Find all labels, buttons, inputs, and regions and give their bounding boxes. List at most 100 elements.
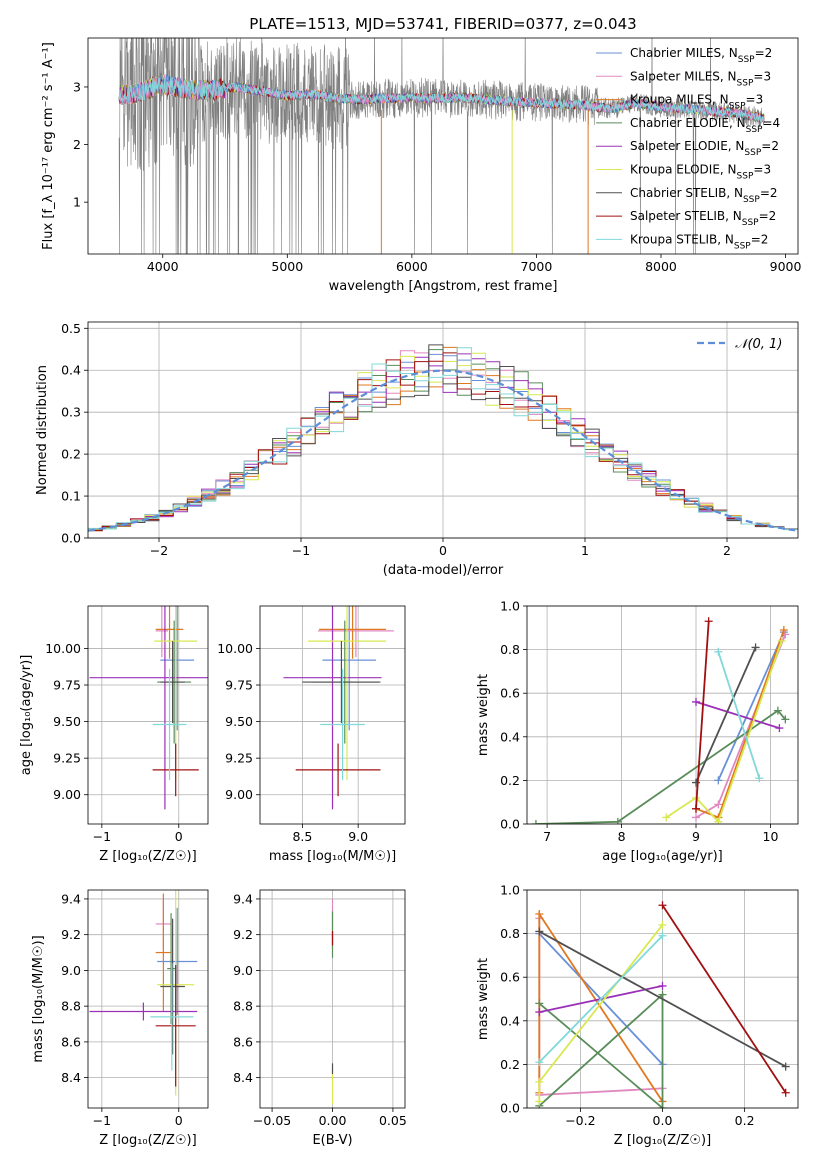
x-tick-label: 8000 bbox=[645, 259, 677, 274]
x-tick-label: 9 bbox=[692, 829, 700, 844]
weight-line-5 bbox=[665, 640, 783, 824]
y-tick-label: 9.75 bbox=[53, 678, 81, 693]
grid bbox=[260, 606, 405, 824]
x-tick-label: 1 bbox=[581, 543, 589, 558]
weight-point bbox=[777, 636, 786, 645]
x-tick-label: −1 bbox=[292, 543, 310, 558]
weight-point bbox=[613, 817, 622, 824]
weight-point bbox=[755, 774, 764, 783]
x-axis-label: E(B-V) bbox=[312, 1133, 352, 1148]
age-vs-metallicity-panel: −1 0 9.00 9.25 9.50 9.75 10.00 Z [log₁₀(Z/Z☉)] a… bbox=[19, 605, 209, 864]
x-tick-label: −1 bbox=[93, 1113, 111, 1128]
y-tick-label: 3 bbox=[73, 79, 81, 94]
y-tick-label: 1.0 bbox=[500, 883, 520, 898]
weight-point bbox=[662, 813, 671, 822]
plot-frame bbox=[87, 37, 799, 255]
x-tick-label: 8.5 bbox=[292, 829, 312, 844]
legend-entry: 𝒩(0, 1) bbox=[735, 337, 782, 352]
grid bbox=[88, 890, 208, 1108]
weight-line-8 bbox=[538, 935, 664, 1063]
y-tick-label: 9.75 bbox=[225, 678, 253, 693]
y-tick-label: 2 bbox=[73, 137, 81, 152]
legend-entry: Chabrier MILES, NSSP=2 bbox=[630, 46, 772, 65]
weight-point bbox=[658, 981, 667, 990]
y-tick-label: 10.00 bbox=[45, 641, 81, 656]
x-tick-label: 10 bbox=[763, 829, 779, 844]
y-tick-label: 9.4 bbox=[233, 891, 253, 906]
plot-area bbox=[89, 890, 198, 1096]
y-axis-label: Normed distribution bbox=[35, 365, 50, 495]
plot-frame bbox=[87, 605, 209, 825]
legend-entry: Chabrier STELIB, NSSP=2 bbox=[630, 186, 778, 205]
y-tick-label: 9.50 bbox=[53, 714, 81, 729]
x-tick-label: 0 bbox=[439, 543, 447, 558]
legend: Chabrier MILES, NSSP=2 Salpeter MILES, NS… bbox=[596, 46, 780, 251]
x-tick-label: −1 bbox=[93, 829, 111, 844]
y-tick-label: 0.0 bbox=[61, 531, 81, 546]
plot-area bbox=[118, 38, 765, 254]
y-tick-label: 0.3 bbox=[61, 405, 81, 420]
weight-point bbox=[535, 909, 544, 918]
weight-point bbox=[714, 776, 723, 785]
legend-entry: Kroupa STELIB, NSSP=2 bbox=[630, 232, 768, 251]
weight-point bbox=[704, 617, 713, 626]
y-tick-label: 0.1 bbox=[61, 489, 81, 504]
x-tick-label: 0.00 bbox=[319, 1113, 347, 1128]
weight-line-7 bbox=[661, 904, 787, 1094]
y-tick-label: 0.0 bbox=[500, 1101, 520, 1116]
y-axis-label: Flux [f_λ 10⁻¹⁷ erg cm⁻² s⁻¹ A⁻¹] bbox=[41, 42, 56, 250]
plot-frame bbox=[526, 605, 799, 825]
x-axis-label: age [log₁₀(age/yr)] bbox=[602, 849, 723, 864]
y-tick-label: 9.00 bbox=[225, 787, 253, 802]
weight-point bbox=[535, 1008, 544, 1017]
y-tick-label: 0.4 bbox=[500, 1013, 520, 1028]
weight-point bbox=[658, 901, 667, 910]
y-tick-label: 0.4 bbox=[61, 363, 81, 378]
y-tick-label: 9.0 bbox=[233, 963, 253, 978]
y-tick-label: 1 bbox=[73, 195, 81, 210]
figure-title: PLATE=1513, MJD=53741, FIBERID=0377, z=0… bbox=[249, 15, 636, 33]
weight-point bbox=[658, 1104, 667, 1108]
x-tick-label: 4000 bbox=[147, 259, 179, 274]
grid bbox=[88, 606, 208, 824]
weight-line-6 bbox=[538, 930, 787, 1068]
x-tick-label: 0 bbox=[175, 1113, 183, 1128]
weight-point bbox=[535, 999, 544, 1008]
y-tick-label: 8.6 bbox=[233, 1034, 253, 1049]
weight-point bbox=[781, 1062, 790, 1071]
y-tick-label: 9.25 bbox=[225, 751, 253, 766]
x-tick-label: 0.2 bbox=[735, 1113, 755, 1128]
weight-line-3 bbox=[535, 709, 786, 824]
x-tick-label: 5000 bbox=[271, 259, 303, 274]
y-tick-label: 0.2 bbox=[500, 773, 520, 788]
weight-line-4 bbox=[695, 701, 780, 729]
y-axis-label: mass weight bbox=[476, 958, 491, 1040]
y-tick-label: 8.6 bbox=[61, 1034, 81, 1049]
normal-reference-curve bbox=[88, 369, 796, 532]
y-tick-label: 9.0 bbox=[61, 963, 81, 978]
weight-point bbox=[658, 931, 667, 940]
y-tick-label: 8.4 bbox=[233, 1070, 253, 1085]
x-tick-label: 8 bbox=[618, 829, 626, 844]
y-tick-label: 0.6 bbox=[500, 686, 520, 701]
weight-point bbox=[658, 920, 667, 929]
weight-vs-age-panel: 7 8 9 10 0.0 0.2 0.4 0.6 0.8 1.0 age [log₁₀(age/yr… bbox=[476, 599, 799, 864]
weight-point bbox=[535, 1097, 544, 1106]
age-vs-mass-panel: 8.5 9.0 9.00 9.25 9.50 9.75 10.00 mass [log₁₀(M… bbox=[217, 605, 406, 864]
weight-point bbox=[535, 927, 544, 936]
plot-area bbox=[531, 617, 790, 824]
weight-line-0 bbox=[717, 631, 785, 781]
x-tick-label: −2 bbox=[150, 543, 168, 558]
weight-point bbox=[779, 625, 788, 634]
weight-point bbox=[775, 724, 784, 733]
weight-point bbox=[531, 820, 540, 824]
weight-point bbox=[692, 813, 701, 822]
weight-point bbox=[781, 715, 790, 724]
x-tick-label: 0.0 bbox=[653, 1113, 673, 1128]
x-tick-label: 9000 bbox=[770, 259, 802, 274]
weight-line-7 bbox=[695, 621, 710, 809]
weight-point bbox=[751, 643, 760, 652]
weight-point bbox=[692, 804, 701, 813]
x-tick-label: 7000 bbox=[521, 259, 553, 274]
